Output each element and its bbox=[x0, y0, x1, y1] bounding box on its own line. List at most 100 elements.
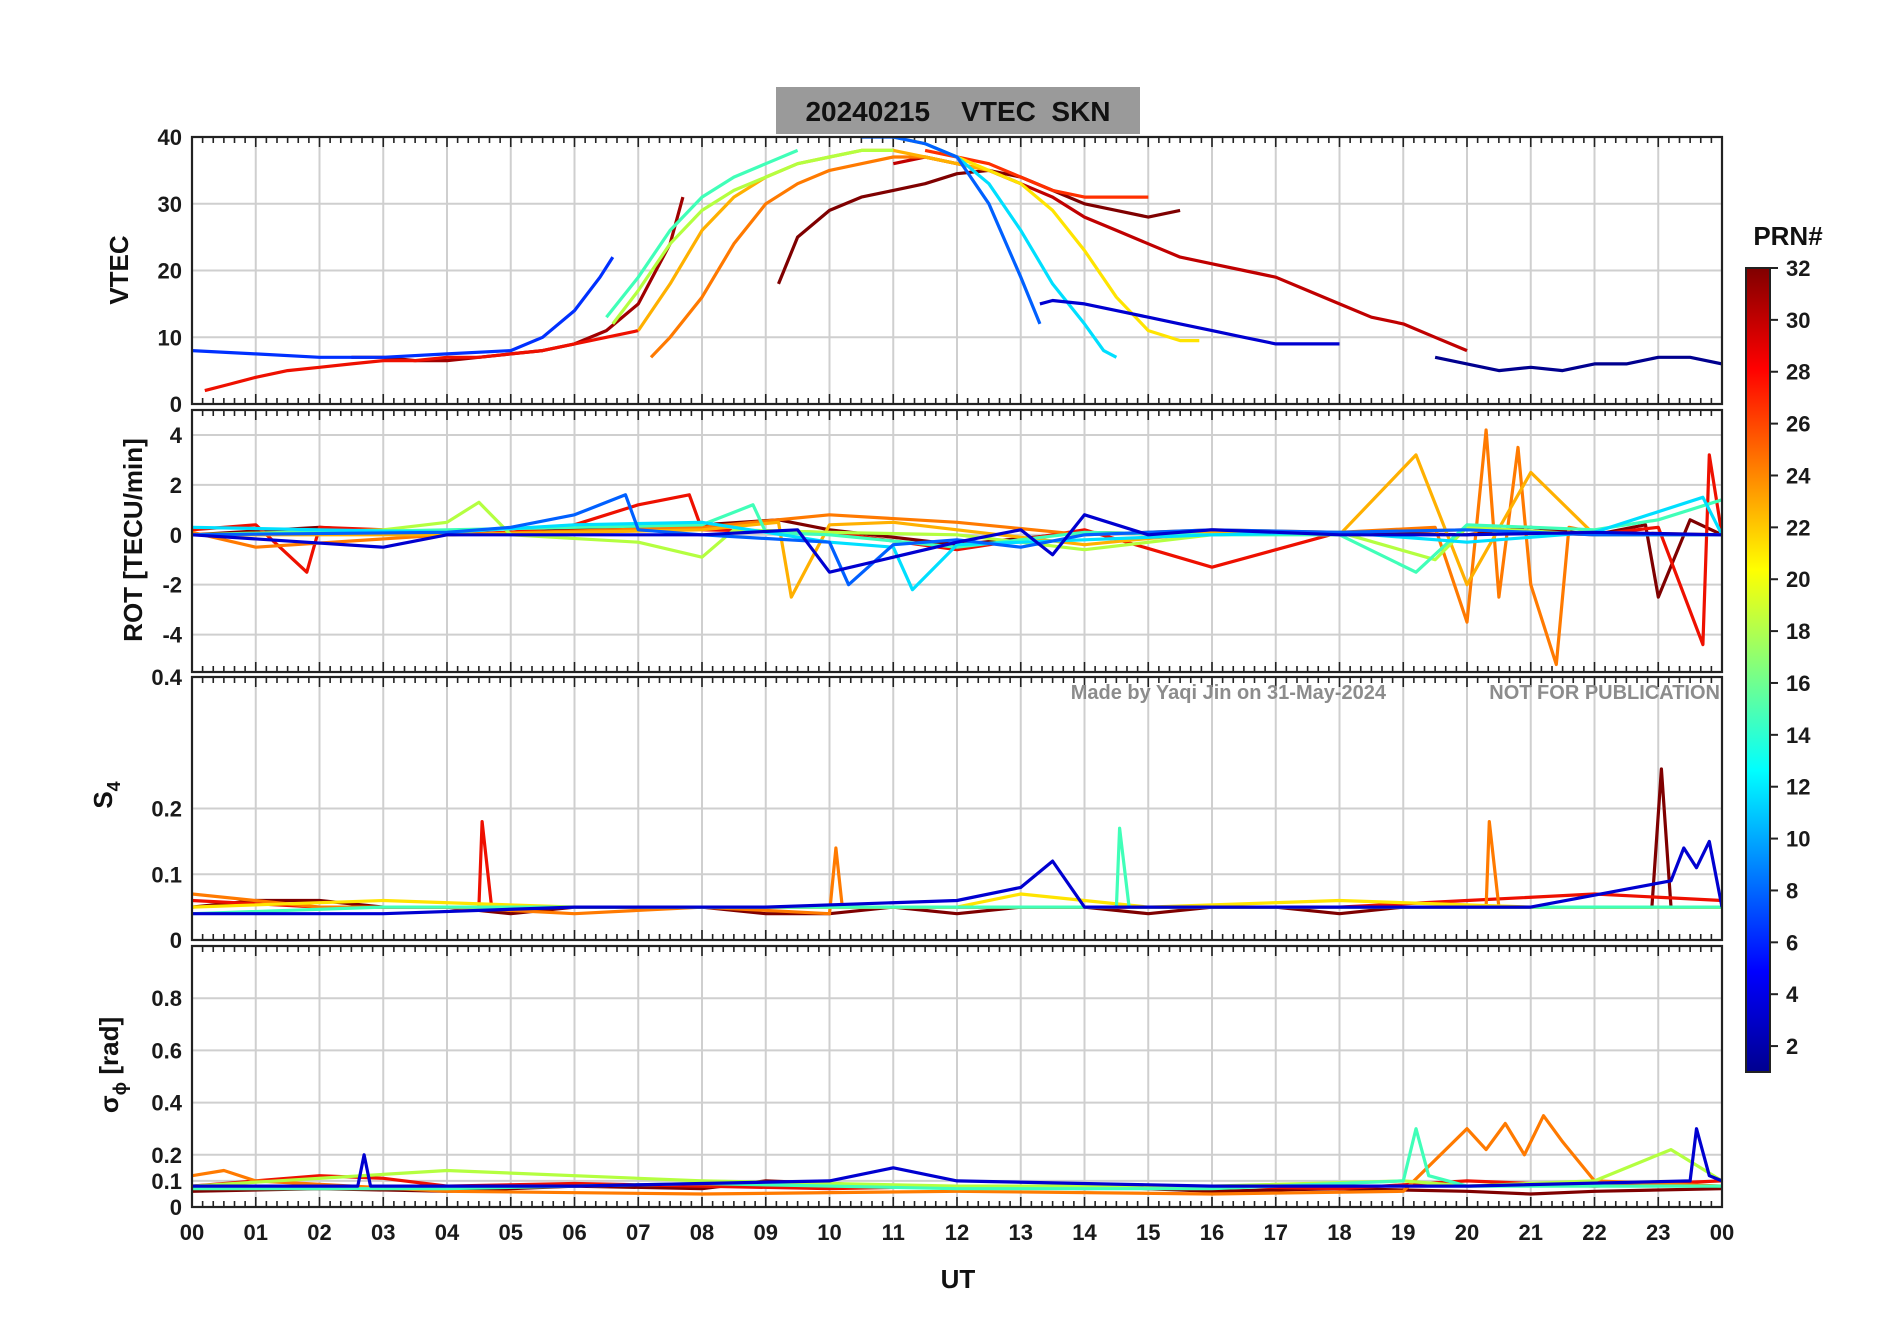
panel-VTEC: 0 10 20 30 40 VTEC bbox=[104, 125, 1724, 417]
x-tick-label: 13 bbox=[1009, 1220, 1033, 1245]
colorbar-tick-label: 24 bbox=[1786, 463, 1811, 488]
chart-title: 20240215 VTEC SKN bbox=[805, 96, 1110, 127]
colorbar-tick-label: 28 bbox=[1786, 360, 1810, 385]
y-axis-label: S4 bbox=[88, 781, 124, 808]
series-prn-15 bbox=[605, 148, 799, 319]
x-tick-label: 00 bbox=[180, 1220, 204, 1245]
x-tick-label: 11 bbox=[882, 1220, 905, 1245]
y-tick-label: 40 bbox=[158, 125, 182, 150]
x-tick-label: 20 bbox=[1455, 1220, 1479, 1245]
x-tick-label: 04 bbox=[435, 1220, 460, 1245]
y-axis-label: ROT [TECU/min] bbox=[118, 438, 148, 642]
panel-ROT: -4 -2 0 2 4 ROT [TECU/min] bbox=[118, 408, 1724, 674]
colorbar-tick-label: 12 bbox=[1786, 775, 1810, 800]
colorbar bbox=[1745, 267, 1771, 1073]
y-tick-label: 0 bbox=[170, 928, 182, 953]
y-tick-label: 0 bbox=[170, 523, 182, 548]
series-prn-17 bbox=[611, 148, 894, 325]
colorbar-tick-label: 30 bbox=[1786, 308, 1810, 333]
y-tick-label: 4 bbox=[170, 423, 183, 448]
series-prn-4 bbox=[1039, 298, 1340, 346]
x-tick-label: 17 bbox=[1264, 1220, 1288, 1245]
x-tick-label: 01 bbox=[244, 1220, 268, 1245]
series-prn-6 bbox=[192, 256, 615, 359]
series-group bbox=[192, 767, 1722, 916]
panel-S4: 0 0.1 0.2 0.4 S4 bbox=[88, 665, 1724, 953]
series-group bbox=[192, 428, 1722, 667]
y-tick-label: 20 bbox=[158, 259, 182, 284]
y-tick-label: 0.2 bbox=[151, 1143, 182, 1168]
series-prn-4 bbox=[192, 1127, 1722, 1188]
x-tick-label: 14 bbox=[1072, 1220, 1097, 1245]
x-tick-label: 07 bbox=[626, 1220, 650, 1245]
x-tick-label: 18 bbox=[1327, 1220, 1351, 1245]
watermark-notice: NOT FOR PUBLICATION bbox=[1489, 682, 1720, 704]
x-tick-label: 12 bbox=[945, 1220, 969, 1245]
x-tick-label: 10 bbox=[817, 1220, 841, 1245]
y-tick-label: 0.2 bbox=[151, 797, 182, 822]
x-tick-label: 08 bbox=[690, 1220, 714, 1245]
series-prn-20 bbox=[192, 892, 1722, 909]
y-tick-label: 2 bbox=[170, 473, 182, 498]
colorbar-tick-label: 32 bbox=[1786, 256, 1810, 281]
colorbar-tick-label: 14 bbox=[1786, 723, 1811, 748]
title-box bbox=[776, 87, 1140, 134]
x-tick-label: 23 bbox=[1646, 1220, 1670, 1245]
x-tick-label: 03 bbox=[371, 1220, 395, 1245]
series-prn-24 bbox=[649, 155, 958, 359]
axes-frame bbox=[190, 408, 1724, 674]
colorbar-tick-label: 20 bbox=[1786, 567, 1810, 592]
colorbar-tick-label: 18 bbox=[1786, 619, 1810, 644]
series-prn-4 bbox=[192, 513, 1722, 574]
series-prn-8 bbox=[861, 137, 1042, 325]
y-tick-label: 0 bbox=[170, 1195, 182, 1220]
y-tick-label: 30 bbox=[158, 192, 182, 217]
series-prn-24 bbox=[192, 428, 1722, 667]
x-tick-label: 22 bbox=[1582, 1220, 1606, 1245]
colorbar-tick-label: 22 bbox=[1786, 515, 1810, 540]
axes-frame bbox=[190, 675, 1724, 942]
colorbar-tick-label: 26 bbox=[1786, 412, 1810, 437]
panel-sigma_phi: 00.10.2 0.4 0.6 0.8 σϕ [rad] bbox=[94, 944, 1724, 1220]
y-tick-label: -2 bbox=[162, 573, 182, 598]
x-tick-label: 19 bbox=[1391, 1220, 1415, 1245]
series-prn-2 bbox=[1434, 355, 1722, 373]
y-axis-label: VTEC bbox=[104, 235, 134, 305]
y-tick-label: 0 bbox=[170, 392, 182, 417]
colorbar-tick-label: 16 bbox=[1786, 671, 1810, 696]
x-axis-label: UT bbox=[941, 1264, 976, 1294]
x-tick-label: 21 bbox=[1519, 1220, 1543, 1245]
series-group bbox=[192, 137, 1722, 393]
series-prn-28 bbox=[204, 329, 639, 393]
series-group bbox=[192, 1114, 1722, 1196]
y-tick-label: 0.8 bbox=[151, 986, 182, 1011]
y-tick-label: -4 bbox=[162, 623, 182, 648]
series-prn-4 bbox=[192, 839, 1722, 916]
x-tick-label: 15 bbox=[1136, 1220, 1160, 1245]
y-tick-label: 0.4 bbox=[151, 1091, 182, 1116]
series-prn-17 bbox=[192, 500, 1722, 562]
y-tick-label: 0.1 bbox=[151, 862, 182, 887]
watermark-author: Made by Yaqi Jin on 31-May-2024 bbox=[1071, 682, 1387, 704]
colorbar-tick-label: 6 bbox=[1786, 930, 1798, 955]
x-tick-label: 05 bbox=[499, 1220, 523, 1245]
x-tick-label: 06 bbox=[562, 1220, 586, 1245]
y-tick-label: 0.1 bbox=[151, 1169, 182, 1194]
colorbar-tick-label: 10 bbox=[1786, 827, 1810, 852]
colorbar-tick-label: 2 bbox=[1786, 1034, 1798, 1059]
x-tick-label: 09 bbox=[754, 1220, 778, 1245]
y-tick-label: 10 bbox=[158, 325, 182, 350]
axes-frame bbox=[190, 135, 1724, 406]
y-axis-label: σϕ [rad] bbox=[94, 1017, 130, 1113]
series-prn-8 bbox=[192, 493, 1722, 587]
x-tick-label: 16 bbox=[1200, 1220, 1224, 1245]
axes-frame bbox=[190, 944, 1724, 1209]
colorbar-tick-label: 4 bbox=[1786, 982, 1799, 1007]
x-tick-label: 02 bbox=[307, 1220, 331, 1245]
x-tick-label: 00 bbox=[1710, 1220, 1734, 1245]
series-prn-12 bbox=[924, 142, 1118, 359]
y-tick-label: 0.6 bbox=[151, 1038, 182, 1063]
